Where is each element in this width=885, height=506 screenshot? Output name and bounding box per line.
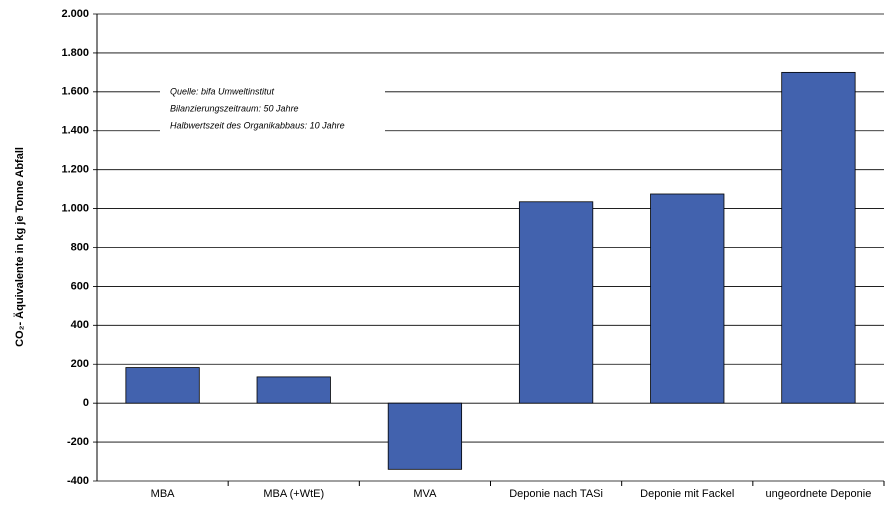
y-tick-label: 400	[71, 319, 89, 331]
annotation: Quelle: bifa Umweltinstitut	[170, 86, 275, 96]
y-axis-label: CO₂- Äquivalente in kg je Tonne Abfall	[13, 147, 26, 347]
y-tick-label: 1.400	[61, 125, 89, 137]
y-tick-label: 800	[71, 241, 89, 253]
annotation: Halbwertszeit des Organikabbaus: 10 Jahr…	[170, 120, 345, 130]
bar	[518, 201, 594, 404]
x-tick-label: MBA (+WtE)	[263, 488, 324, 500]
bar	[125, 367, 200, 404]
y-tick-label: 200	[71, 358, 89, 370]
bar	[781, 71, 856, 404]
y-tick-label: 1.000	[61, 202, 89, 214]
x-tick-label: Deponie nach TASi	[509, 488, 603, 500]
y-tick-label: -400	[67, 475, 89, 487]
x-tick-label: ungeordnete Deponie	[766, 488, 872, 500]
y-tick-label: 2.000	[61, 8, 89, 20]
y-tick-label: -200	[67, 436, 89, 448]
bar	[650, 193, 725, 404]
bar	[256, 376, 331, 404]
annotation-box	[160, 84, 385, 136]
bar	[387, 402, 463, 470]
y-tick-label: 1.200	[61, 164, 89, 176]
y-tick-label: 600	[71, 280, 89, 292]
x-tick-label: MVA	[413, 488, 437, 500]
x-tick-label: MBA	[151, 488, 176, 500]
y-tick-label: 0	[83, 397, 89, 409]
x-tick-label: Deponie mit Fackel	[640, 488, 734, 500]
y-tick-label: 1.800	[61, 47, 89, 59]
y-tick-label: 1.600	[61, 86, 89, 98]
annotation: Bilanzierungszeitraum: 50 Jahre	[170, 103, 299, 113]
